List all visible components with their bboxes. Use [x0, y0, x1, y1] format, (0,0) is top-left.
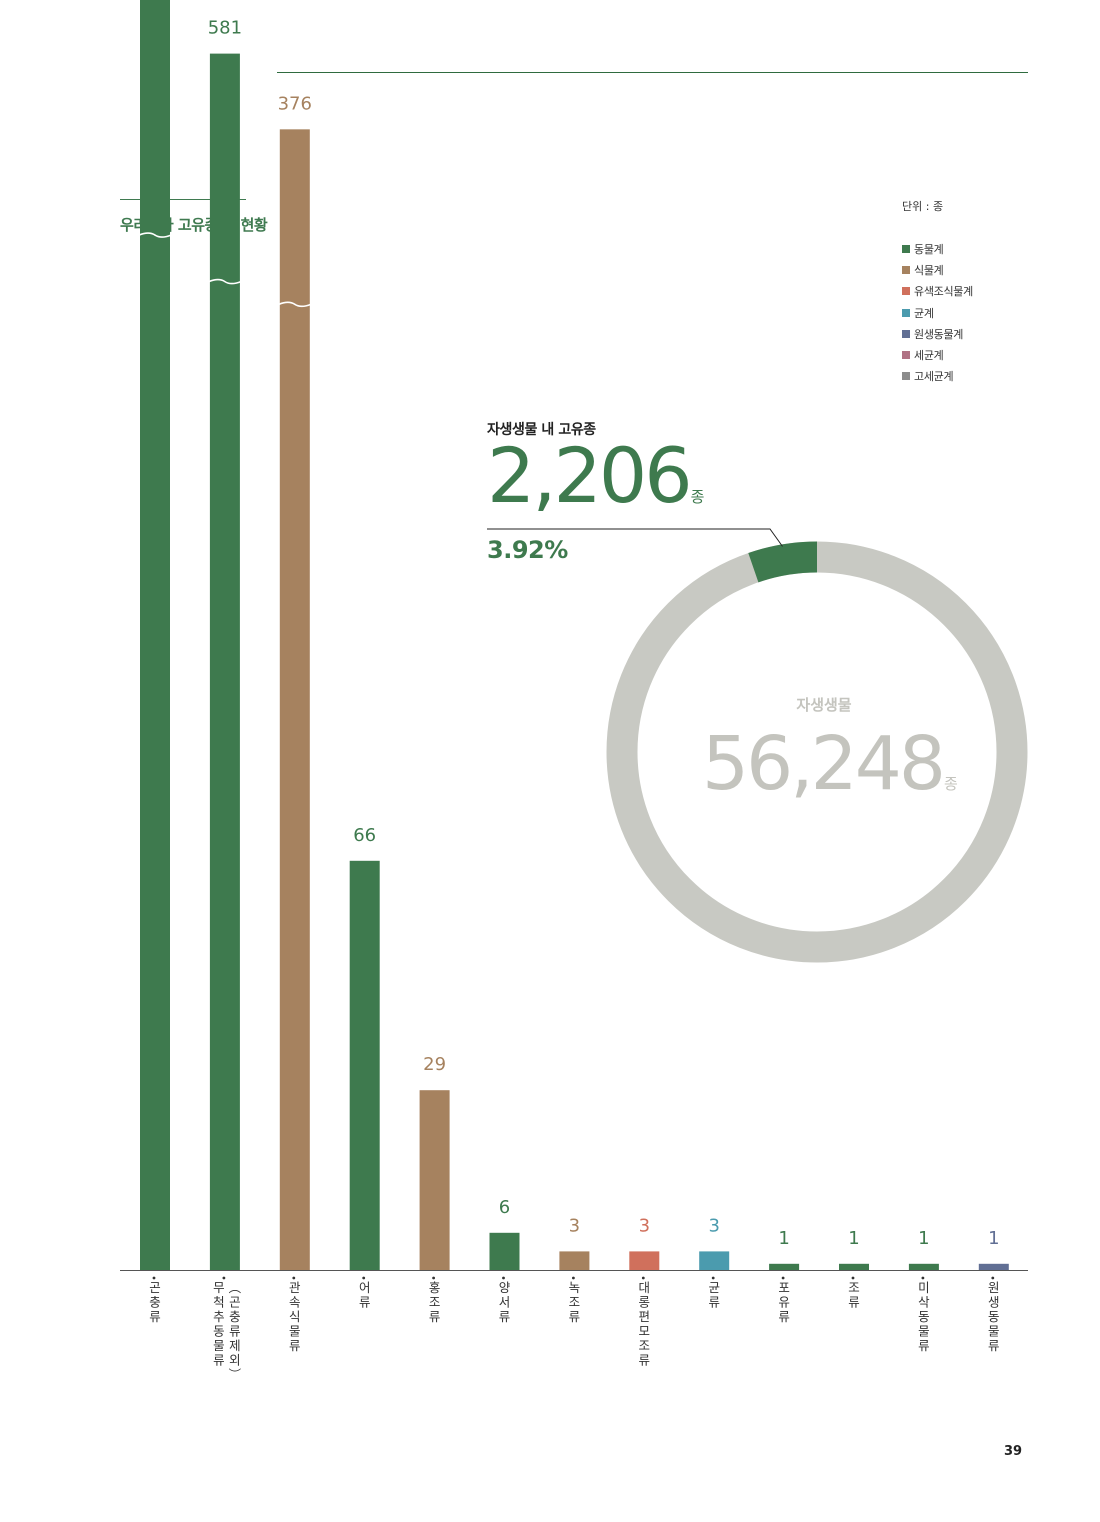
tick-dot	[711, 1276, 715, 1280]
unit-label: 단위 : 종	[902, 200, 944, 213]
axis-break-mark	[138, 232, 172, 238]
bar	[419, 1090, 450, 1270]
bar-value-label: 1	[918, 1228, 929, 1249]
legend-swatch	[902, 372, 910, 381]
bar	[839, 1263, 869, 1270]
legend-swatch	[902, 351, 910, 360]
tick-dot	[851, 1276, 855, 1280]
legend-label: 유색조식물계	[914, 285, 973, 299]
legend-item-protozoa: 원생동물계	[902, 323, 973, 344]
native-species-label: 자생생물	[796, 696, 852, 714]
legend-label: 원생동물계	[914, 327, 964, 341]
category-label: 무 척 추 동 물 류︵ 곤 충 류 제 외 ︶	[213, 1280, 242, 1382]
legend: 동물계 식물계 유색조식물계 균계 원생동물계 세균계 고세균계	[902, 238, 973, 387]
tick-dot	[991, 1276, 995, 1280]
bar	[559, 1251, 590, 1270]
endemic-value: 2,206	[487, 431, 693, 520]
tick-dot	[222, 1276, 226, 1280]
bar-value-label: 66	[353, 825, 376, 846]
bar	[978, 1263, 1009, 1270]
tick-dot	[781, 1276, 785, 1280]
top-rule	[277, 72, 1028, 73]
bar	[769, 1263, 800, 1270]
legend-label: 세균계	[914, 349, 944, 363]
title-rule	[120, 199, 246, 200]
bar-value-label: 581	[208, 18, 242, 39]
bar-value-label: 1	[848, 1228, 859, 1249]
bar-value-label: 29	[423, 1054, 446, 1075]
legend-item-bacteria: 세균계	[902, 344, 973, 365]
axis-break-mark	[278, 301, 312, 308]
legend-swatch	[902, 308, 910, 317]
donut-chart	[487, 528, 1028, 963]
donut-title-block: 자생생물 내 고유종	[487, 419, 596, 439]
bar	[908, 1263, 939, 1270]
legend-label: 고세균계	[914, 370, 954, 384]
native-species-unit: 종	[943, 775, 958, 793]
bar-value-label: 376	[278, 93, 312, 114]
legend-swatch	[902, 329, 910, 338]
tick-dot	[502, 1276, 505, 1280]
bar-value-label: 3	[639, 1215, 650, 1236]
legend-swatch	[902, 265, 910, 274]
endemic-unit: 종	[690, 488, 705, 506]
endemic-title: 자생생물 내 고유종	[487, 422, 596, 438]
leader-line	[487, 528, 783, 547]
legend-item-archaea: 고세균계	[902, 366, 973, 387]
donut-endemic-segment	[748, 541, 817, 583]
endemic-percent: 3.92%	[487, 536, 568, 564]
tick-dot	[292, 1276, 296, 1280]
legend-swatch	[902, 244, 910, 253]
tick-dot	[152, 1276, 156, 1280]
bar	[279, 129, 310, 1270]
tick-dot	[362, 1276, 366, 1280]
bar	[699, 1251, 730, 1270]
bar-value-label: 3	[569, 1215, 580, 1236]
legend-label: 균계	[914, 306, 934, 320]
legend-swatch	[902, 287, 910, 296]
bar	[489, 1232, 520, 1270]
bar-value-label: 6	[499, 1197, 510, 1218]
bar	[209, 53, 240, 1270]
native-species-value: 56,248	[702, 721, 946, 807]
legend-item-plant: 식물계	[902, 259, 973, 280]
tick-dot	[432, 1276, 435, 1280]
bar-chart: 1,135곤충류581무척추동물류︵곤충류제외︶376관속식물류66어류29홍조…	[120, 0, 1028, 1382]
page-number: 39	[1004, 1444, 1023, 1459]
bar	[349, 860, 380, 1270]
endemic-value-row: 2,206종	[487, 438, 704, 514]
tick-dot	[641, 1276, 645, 1280]
tick-dot	[921, 1276, 925, 1280]
bar	[140, 0, 170, 1270]
legend-label: 동물계	[914, 242, 944, 256]
bar-value-label: 1	[988, 1228, 999, 1249]
legend-item-fungi: 균계	[902, 302, 973, 323]
legend-item-protist-plant: 유색조식물계	[902, 281, 973, 302]
native-value-row: 56,248종	[702, 727, 958, 801]
legend-item-animal: 동물계	[902, 238, 973, 259]
bar	[629, 1251, 660, 1270]
bar-value-label: 1	[778, 1228, 789, 1249]
tick-dot	[572, 1276, 575, 1280]
axis-break-mark	[208, 278, 242, 285]
bar-value-label: 3	[708, 1215, 719, 1236]
legend-label: 식물계	[914, 263, 944, 277]
